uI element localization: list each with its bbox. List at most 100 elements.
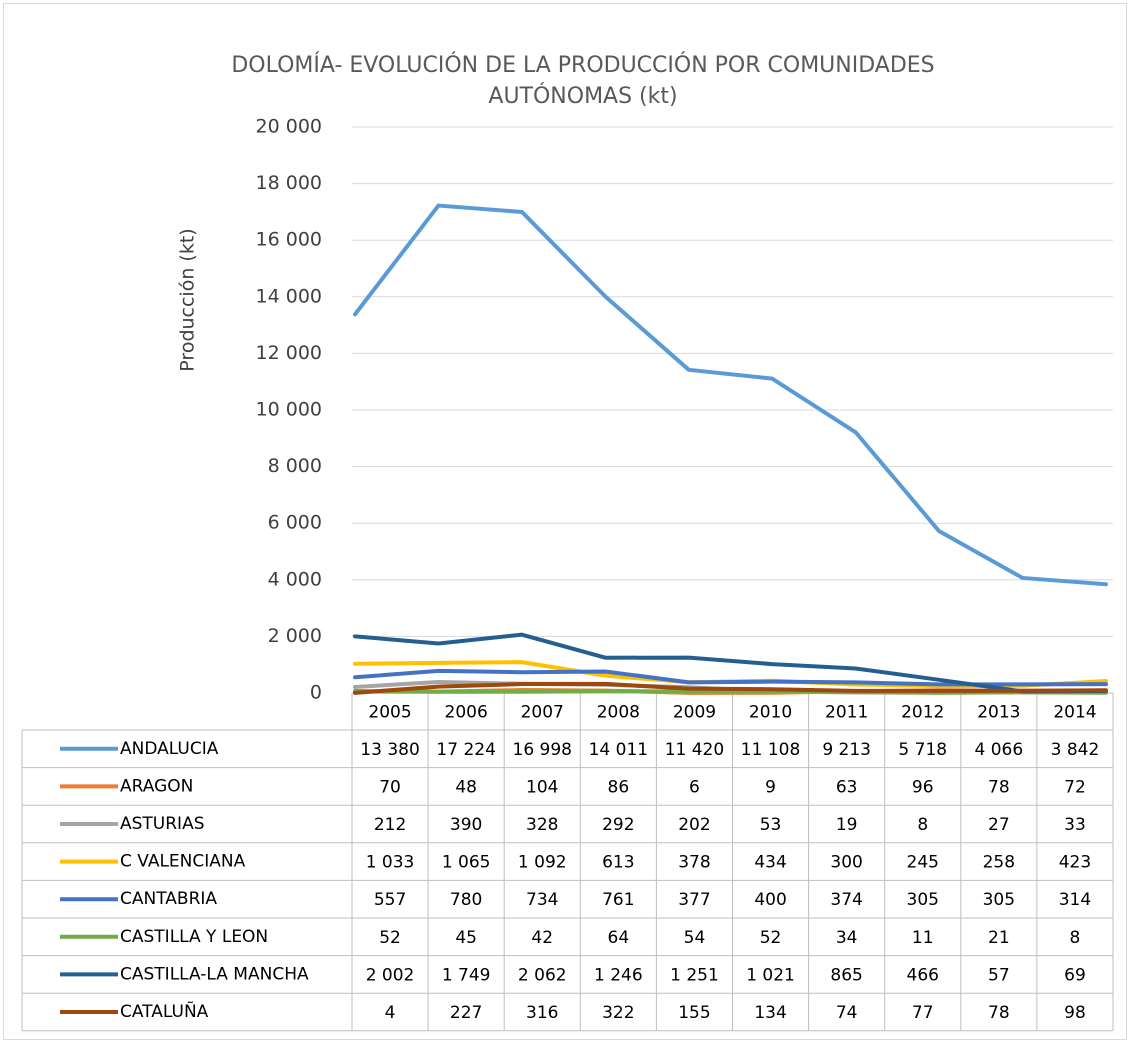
table-value: 21 [988,928,1010,948]
table-value: 865 [830,965,862,985]
table-value: 1 033 [366,853,415,873]
table-value: 78 [988,777,1010,797]
table-value: 212 [374,815,406,835]
y-tick-label: 4 000 [268,568,322,590]
table-value: 86 [608,777,630,797]
table-value: 1 065 [442,853,491,873]
table-value: 1 092 [518,853,567,873]
table-value: 5 718 [898,740,947,760]
table-value: 400 [754,890,786,910]
table-value: 2 002 [366,965,415,985]
table-value: 16 998 [513,740,572,760]
table-value: 155 [678,1003,710,1023]
table-value: 300 [830,853,862,873]
y-tick-label: 16 000 [256,229,322,251]
table-value: 466 [907,965,939,985]
x-tick-label: 2010 [749,703,792,723]
series-line [353,632,1108,694]
table-value: 374 [830,890,862,910]
table-value: 78 [988,1003,1010,1023]
table-value: 305 [983,890,1015,910]
x-tick-label: 2006 [445,703,488,723]
table-value: 69 [1064,965,1086,985]
table-value: 2 062 [518,965,567,985]
y-tick-label: 10 000 [256,399,322,421]
table-value: 8 [917,815,928,835]
table-value: 780 [450,890,482,910]
table-value: 377 [678,890,710,910]
table-value: 3 842 [1051,740,1100,760]
x-tick-label: 2007 [521,703,564,723]
y-tick-label: 2 000 [268,625,322,647]
table-value: 64 [608,928,630,948]
y-tick-label: 0 [310,682,322,704]
table-value: 9 [765,777,776,797]
chart-border [3,3,1127,1040]
table-value: 245 [907,853,939,873]
table-value: 328 [526,815,558,835]
table-value: 17 224 [436,740,495,760]
table-value: 734 [526,890,558,910]
table-value: 48 [455,777,477,797]
legend-label: ARAGON [120,776,193,796]
table-value: 14 011 [589,740,648,760]
table-value: 27 [988,815,1010,835]
table-value: 72 [1064,777,1086,797]
table-value: 13 380 [360,740,419,760]
table-value: 4 [385,1003,396,1023]
table-value: 4 066 [975,740,1024,760]
x-tick-label: 2008 [597,703,640,723]
table-value: 761 [602,890,634,910]
table-value: 57 [988,965,1010,985]
table-value: 258 [983,853,1015,873]
legend-label: C VALENCIANA [120,852,246,872]
table-value: 42 [531,928,553,948]
table-value: 1 251 [670,965,719,985]
table-value: 104 [526,777,558,797]
series-line [353,203,1108,587]
table-value: 134 [754,1003,786,1023]
table-value: 378 [678,853,710,873]
table-value: 292 [602,815,634,835]
y-tick-label: 18 000 [256,172,322,194]
y-tick-label: 14 000 [256,285,322,307]
table-value: 305 [907,890,939,910]
table-value: 316 [526,1003,558,1023]
table-value: 34 [836,928,858,948]
legend-label: CASTILLA-LA MANCHA [120,964,309,984]
table-value: 52 [760,928,782,948]
table-value: 423 [1059,853,1091,873]
y-tick-label: 8 000 [268,455,322,477]
table-value: 1 021 [746,965,795,985]
table-value: 227 [450,1003,482,1023]
table-value: 613 [602,853,634,873]
table-value: 52 [379,928,401,948]
table-value: 6 [689,777,700,797]
table-value: 314 [1059,890,1091,910]
table-value: 54 [684,928,706,948]
table-value: 1 246 [594,965,643,985]
chart-title: DOLOMÍA- EVOLUCIÓN DE LA PRODUCCIÓN POR … [231,52,934,109]
table-value: 434 [754,853,786,873]
y-tick-label: 12 000 [256,342,322,364]
table-value: 77 [912,1003,934,1023]
legend-label: CASTILLA Y LEON [120,927,268,947]
table-value: 390 [450,815,482,835]
table-value: 45 [455,928,477,948]
table-value: 63 [836,777,858,797]
x-tick-label: 2011 [825,703,868,723]
x-tick-label: 2014 [1053,703,1096,723]
table-value: 53 [760,815,782,835]
table-value: 19 [836,815,858,835]
table-value: 202 [678,815,710,835]
table-value: 8 [1070,928,1081,948]
table-value: 11 108 [741,740,800,760]
legend-label: ASTURIAS [120,814,205,834]
table-value: 70 [379,777,401,797]
legend-label: ANDALUCIA [120,739,219,759]
series-line [353,681,1108,695]
table-value: 11 420 [665,740,724,760]
table-value: 1 749 [442,965,491,985]
y-tick-label: 20 000 [256,116,322,138]
